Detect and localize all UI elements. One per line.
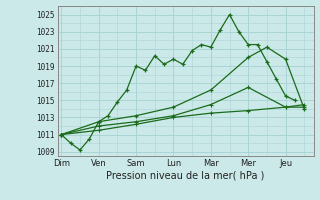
X-axis label: Pression niveau de la mer( hPa ): Pression niveau de la mer( hPa )	[107, 171, 265, 181]
